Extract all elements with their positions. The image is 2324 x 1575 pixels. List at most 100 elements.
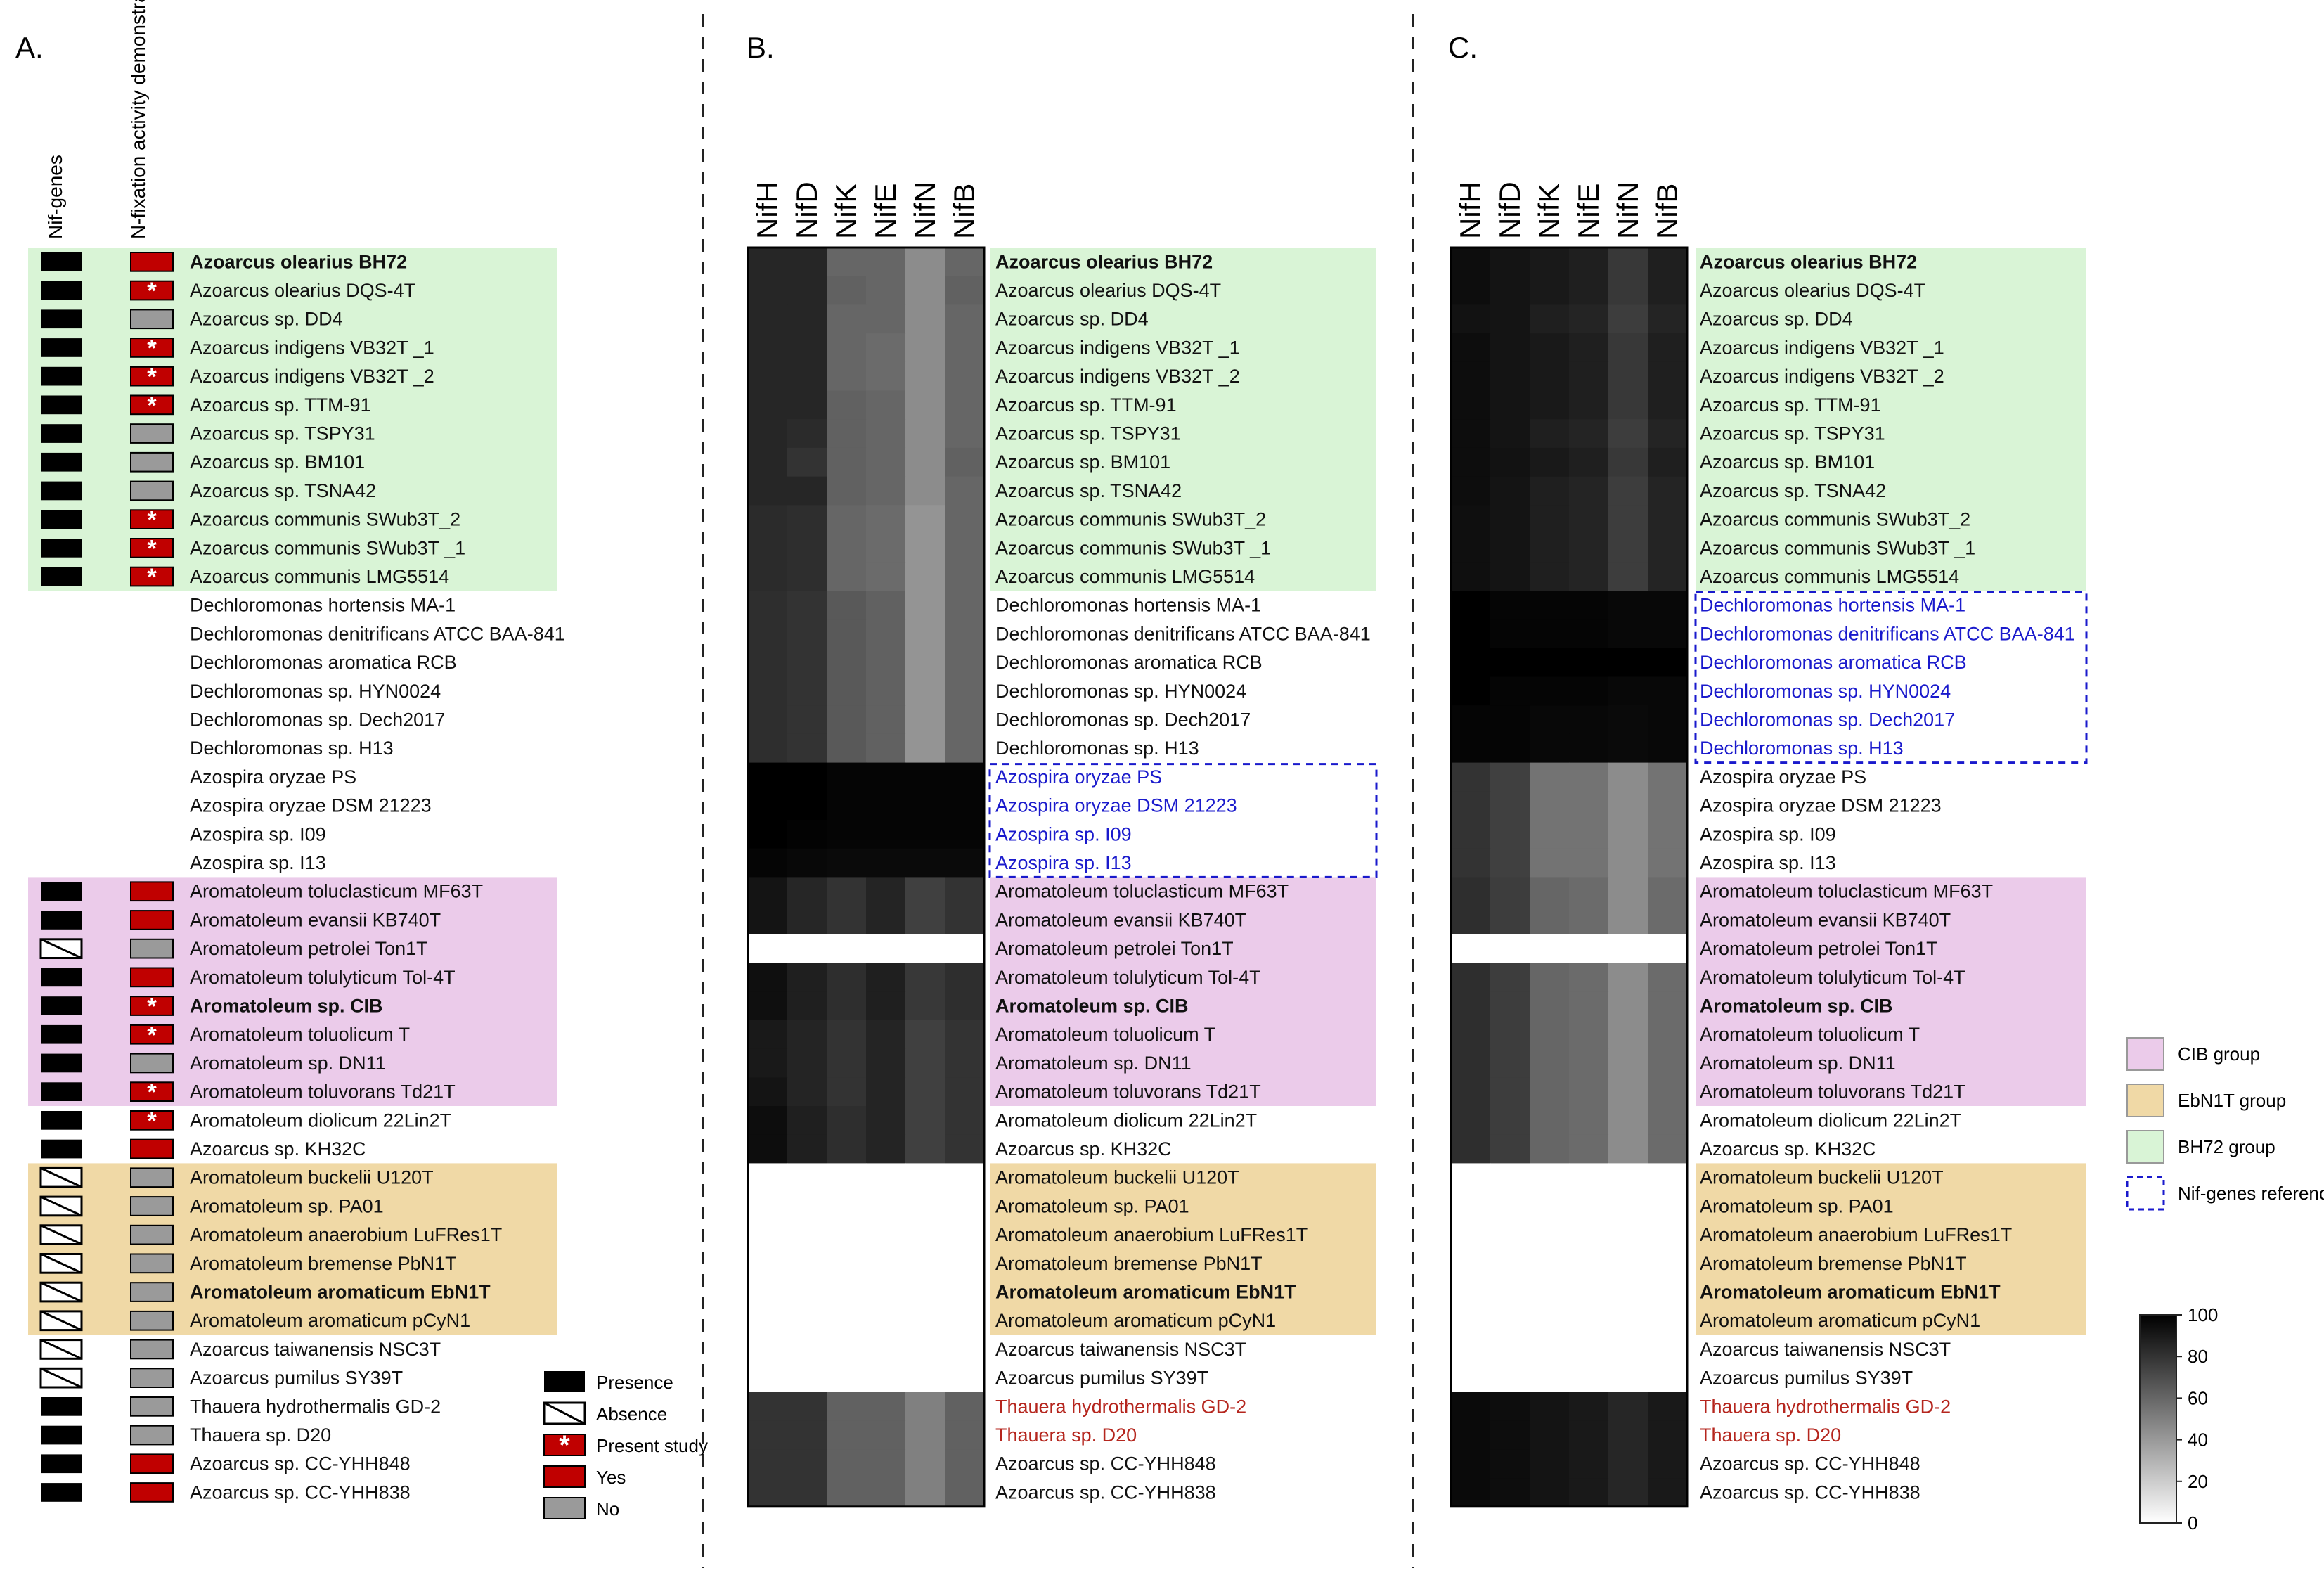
heatmap-c-cell	[1451, 1048, 1491, 1078]
heatmap-c-cell	[1490, 562, 1530, 591]
panel-c-strain-label: Dechloromonas denitrificans ATCC BAA-841	[1700, 623, 2075, 644]
heatmap-b-cell	[905, 562, 945, 591]
heatmap-c-cell	[1451, 676, 1491, 706]
heatmap-b-cell	[748, 791, 788, 821]
heatmap-b-cell	[866, 562, 906, 591]
heatmap-b-cell	[827, 877, 867, 906]
heatmap-c-cell	[1490, 1192, 1530, 1221]
heatmap-b-cell	[905, 476, 945, 506]
heatmap-c-cell	[1608, 1278, 1648, 1307]
heatmap-c-cell	[1608, 733, 1648, 764]
heatmap-b-cell	[827, 304, 867, 334]
heatmap-b-cell	[748, 877, 788, 906]
n-fixation-cell-asterisk: *	[147, 364, 157, 390]
nif-genes-cell-slash	[40, 1367, 82, 1389]
heatmap-b-cell	[787, 1220, 827, 1249]
heatmap-b-cell	[945, 934, 985, 963]
heatmap-b-cell	[748, 1048, 788, 1078]
panel-c-strain-label: Azoarcus indigens VB32T _2	[1700, 366, 1944, 387]
heatmap-b-cell	[748, 619, 788, 649]
nif-genes-cell	[41, 424, 82, 443]
heatmap-c-cell	[1608, 848, 1648, 878]
heatmap-b-cell	[945, 419, 985, 449]
heatmap-c-cell	[1608, 791, 1648, 821]
heatmap-b-cell	[945, 1020, 985, 1050]
heatmap-c-cell	[1530, 1478, 1570, 1508]
n-fixation-cell	[130, 1224, 174, 1245]
heatmap-c-cell	[1608, 1249, 1648, 1278]
panel-b-strain-label: Azoarcus sp. BM101	[995, 451, 1170, 472]
group-bands	[28, 248, 2086, 1335]
heatmap-c-cell	[1451, 447, 1491, 477]
panel-a-strain-label: Azoarcus sp. TTM-91	[190, 394, 371, 416]
heatmap-c-cell	[1569, 906, 1609, 935]
heatmap-b-cell	[866, 820, 906, 849]
legend-label-EbN1T: EbN1T group	[2178, 1090, 2286, 1111]
panel-a-strain-label: Azoarcus pumilus SY39T	[190, 1368, 403, 1389]
heatmap-b-cell	[866, 1249, 906, 1278]
nif-genes-cell	[41, 882, 82, 901]
heatmap-c-cell	[1530, 1392, 1570, 1422]
heatmap-b-cell	[905, 676, 945, 706]
heatmap-b-column-headers: NifH NifD NifK NifE NifN NifB	[751, 181, 981, 239]
heatmap-c-cell	[1530, 591, 1570, 620]
panel-a-strain-label: Azospira sp. I13	[190, 852, 326, 873]
heatmap-c-cell	[1490, 1392, 1530, 1422]
heatmap-b-cell	[945, 248, 985, 277]
heatmap-c-cell	[1451, 361, 1491, 391]
heatmap-b-cell	[827, 505, 867, 534]
heatmap-b-cell	[827, 1220, 867, 1249]
heatmap-c-cell	[1608, 505, 1648, 534]
heatmap-b-cell	[945, 848, 985, 878]
heatmap-c-cell	[1490, 991, 1530, 1021]
heatmap-b-cell	[827, 1134, 867, 1164]
heatmap-b-cell	[945, 991, 985, 1021]
heatmap-c-cell	[1530, 934, 1570, 963]
heatmap-c-cell	[1608, 1163, 1648, 1192]
heatmap-c-cell	[1451, 1420, 1491, 1450]
panel-c-strain-label: Aromatoleum buckelii U120T	[1700, 1167, 1944, 1188]
panel-b-strain-label: Azoarcus indigens VB32T _2	[995, 366, 1240, 387]
heatmap-b-cell	[866, 591, 906, 620]
nif-genes-cell	[41, 1024, 82, 1044]
heatmap-c-cell	[1530, 648, 1570, 677]
panel-a-strain-label: Azospira sp. I09	[190, 823, 326, 844]
legend-a-swatch-present_study	[543, 1434, 586, 1456]
heatmap-c-cell	[1648, 1478, 1688, 1508]
heatmap-c-cell	[1490, 733, 1530, 764]
heatmap-b-cell	[787, 733, 827, 764]
heatmap-b-cell	[866, 676, 906, 706]
heatmap-b-cell	[787, 848, 827, 878]
heatmap-c-cell	[1569, 762, 1609, 792]
heatmap-c-cell	[1648, 991, 1688, 1021]
heatmap-c-cell	[1530, 276, 1570, 305]
heatmap-c-cell	[1569, 333, 1609, 363]
panel-a-strain-label: Aromatoleum buckelii U120T	[190, 1167, 434, 1188]
heatmap-b-cell	[905, 1249, 945, 1278]
panel-a-strain-label: Dechloromonas denitrificans ATCC BAA-841	[190, 623, 565, 644]
heatmap-c-cell	[1648, 1220, 1688, 1249]
heatmap-b-cell	[827, 1278, 867, 1307]
heatmap-b-cell	[866, 1363, 906, 1393]
heatmap-b-cell	[748, 333, 788, 363]
heatmap-b-cell	[866, 1220, 906, 1249]
heatmap-b-cell	[905, 1278, 945, 1307]
heatmap-c-cell	[1648, 1278, 1688, 1307]
heatmap-c-cell	[1490, 820, 1530, 849]
heatmap-b-cell	[748, 390, 788, 420]
panel-b-strain-label: Azoarcus olearius BH72	[995, 251, 1213, 272]
n-fixation-cell	[130, 938, 174, 959]
colorbar-tick-label: 60	[2188, 1387, 2208, 1408]
heatmap-c-cell	[1490, 1163, 1530, 1192]
heatmap-c-cell	[1530, 390, 1570, 420]
panel-b-strain-label: Aromatoleum diolicum 22Lin2T	[995, 1110, 1257, 1131]
n-fixation-cell-asterisk: *	[147, 335, 157, 361]
panel-a-strain-label: Azoarcus sp. CC-YHH838	[190, 1481, 411, 1503]
n-fixation-cell	[130, 1310, 174, 1331]
panel-b-strain-label: Aromatoleum toluclasticum MF63T	[995, 881, 1289, 902]
heatmap-c-cell	[1608, 963, 1648, 992]
panel-label-b: B.	[747, 31, 775, 64]
heatmap-b-cell	[787, 820, 827, 849]
heatmap-b-cell	[866, 1335, 906, 1364]
heatmap-b-cell	[945, 390, 985, 420]
